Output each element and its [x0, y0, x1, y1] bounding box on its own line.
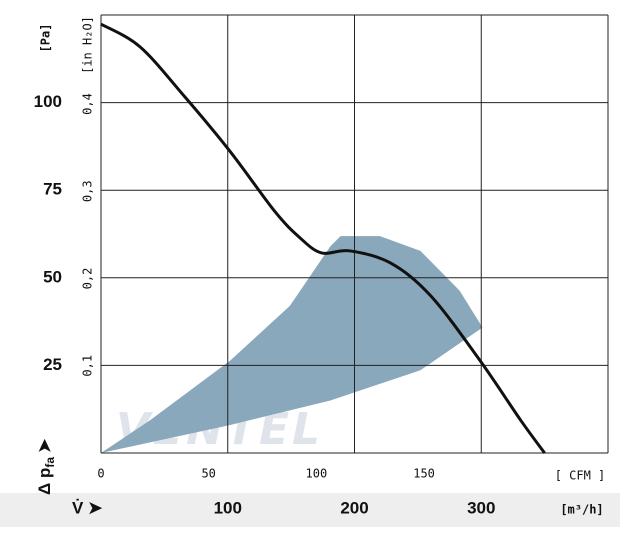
x-tick-label: 100: [214, 498, 242, 517]
x2-unit: [ CFM ]: [555, 469, 606, 483]
y-label: Δ pfa ➤: [35, 438, 57, 495]
x2-tick-label: 150: [413, 467, 435, 481]
y2-tick-label: 0,2: [81, 268, 95, 290]
fan-curve: [100, 22, 546, 454]
y-tick-label: 75: [43, 180, 62, 199]
y-unit: [Pa]: [39, 24, 53, 53]
y2-tick-label: 0,3: [81, 180, 95, 202]
x-unit: [m³/h]: [560, 503, 603, 517]
y2-tick-label: 0,4: [81, 93, 95, 115]
y2-unit: [in H₂O]: [81, 16, 95, 74]
y-label-main: Δ p: [35, 468, 54, 495]
bottom-band: [0, 493, 620, 527]
x-tick-label: 300: [467, 498, 495, 517]
x-label: V̇ ➤: [72, 498, 103, 517]
operating-region: [101, 236, 483, 453]
y-tick-label: 100: [34, 92, 62, 111]
y-tick-label: 25: [43, 355, 62, 374]
x-tick-label: 200: [340, 498, 368, 517]
y-label-sub: fa: [43, 457, 57, 468]
y-label-arrow: ➤: [35, 438, 54, 453]
x2-tick-label: 50: [201, 467, 215, 481]
y-tick-label: 50: [43, 267, 62, 286]
x2-tick-label: 100: [306, 467, 328, 481]
y2-tick-label: 0,1: [81, 355, 95, 377]
x2-tick-label: 0: [97, 467, 104, 481]
